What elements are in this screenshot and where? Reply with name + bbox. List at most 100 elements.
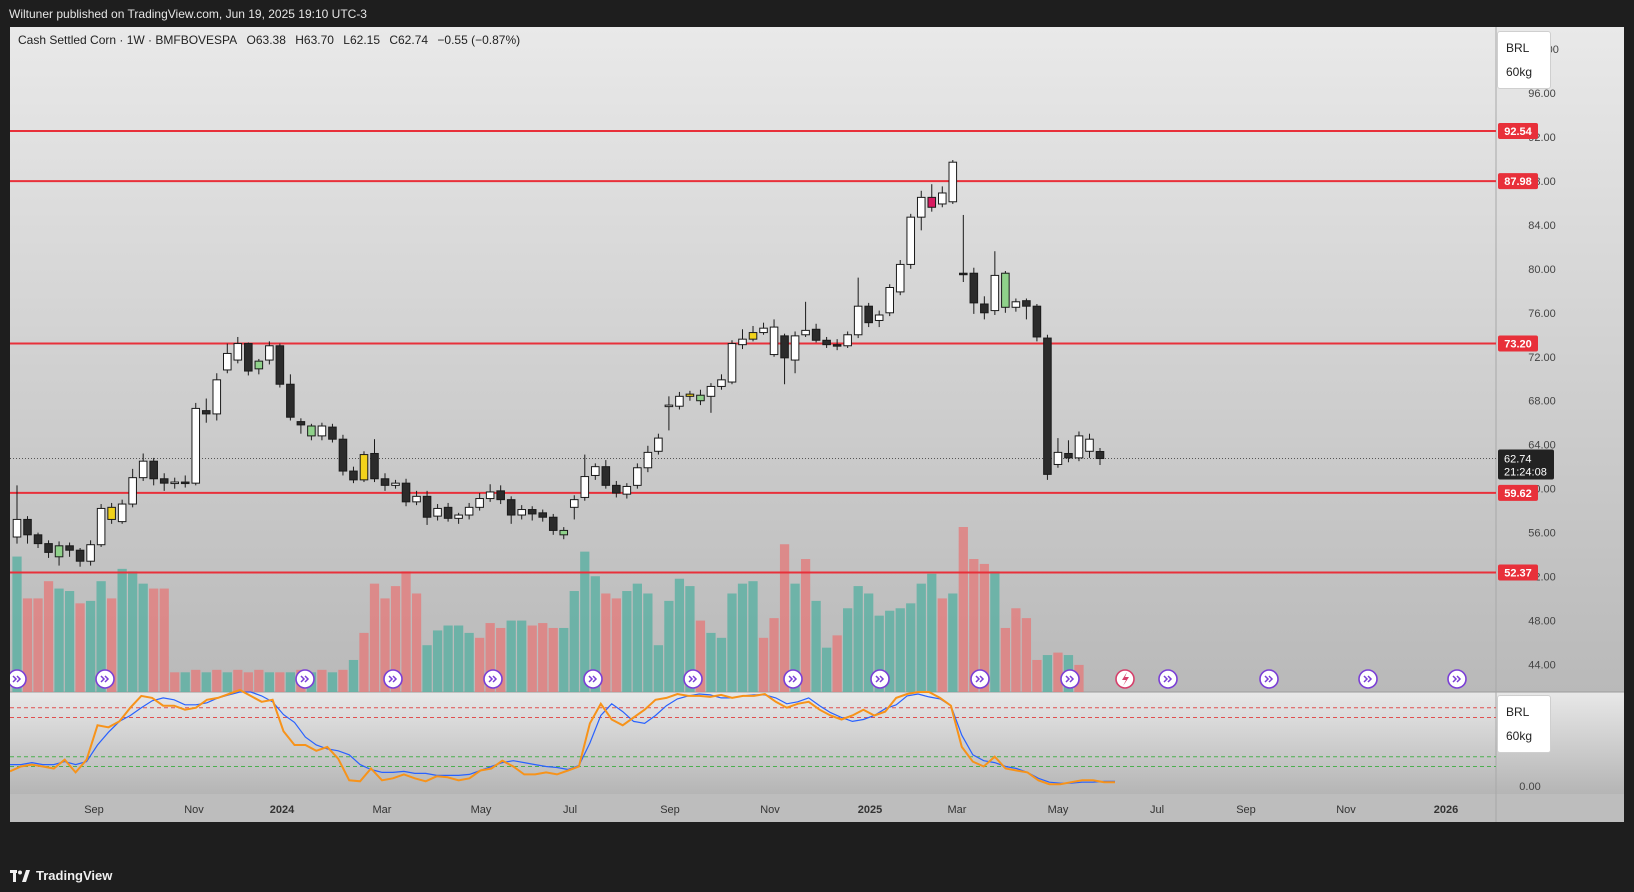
volume-bar: [506, 620, 516, 692]
candle-body: [559, 529, 569, 536]
price-tick-label: 44.00: [1528, 660, 1556, 672]
volume-bar: [727, 593, 737, 692]
time-tick-label: 2024: [270, 804, 295, 816]
event-marker-icon: [683, 669, 703, 689]
candle-body: [296, 421, 306, 426]
volume-bar: [475, 637, 485, 692]
chart-area[interactable]: 100.0096.0092.0088.0084.0080.0076.0072.0…: [7, 27, 1624, 857]
candle-body: [864, 305, 873, 324]
candle-body: [117, 503, 127, 523]
event-marker-icon: [970, 669, 990, 689]
volume-bar: [348, 659, 359, 692]
candle-body: [496, 490, 505, 501]
event-marker-icon: [870, 669, 890, 689]
volume-bar: [338, 669, 348, 692]
candle-body: [244, 343, 253, 372]
level-label: 52.37: [1504, 568, 1532, 580]
volume-bar: [33, 598, 43, 692]
legend-symbol: Cash Settled Corn · 1W · BMFBOVESPA: [18, 33, 238, 47]
volume-bar: [958, 527, 968, 692]
price-tick-label: 84.00: [1528, 220, 1556, 232]
candle-body: [948, 161, 958, 203]
volume-bar: [948, 593, 958, 692]
event-marker-icon: [1259, 669, 1279, 689]
volume-bar: [906, 603, 916, 692]
volume-bar: [874, 615, 884, 692]
candle-body: [738, 338, 747, 346]
candle-body: [380, 478, 390, 486]
volume-bar: [821, 647, 832, 692]
candle-body: [937, 192, 947, 205]
volume-bar: [327, 672, 338, 692]
volume-bar: [548, 627, 558, 692]
candle-body: [696, 394, 705, 402]
candle-body: [359, 454, 369, 481]
volume-bar: [411, 593, 422, 692]
dividend-lightning-icon: [1115, 669, 1135, 689]
candle-body: [906, 216, 916, 265]
time-tick-label: May: [1048, 804, 1069, 816]
volume-bar: [54, 588, 64, 692]
volume-bar: [706, 632, 716, 692]
candle-body: [422, 495, 432, 518]
candle-body: [811, 328, 821, 341]
candle-body: [895, 263, 905, 293]
level-label-box: [1498, 564, 1538, 581]
volume-bar: [885, 610, 895, 692]
price-unit-box[interactable]: BRL 60kg: [1497, 31, 1551, 89]
candle-body: [612, 484, 621, 494]
time-tick-label: Jul: [1150, 804, 1164, 816]
candle-body: [633, 467, 642, 486]
candle-body: [233, 343, 243, 361]
unit-label: 60kg: [1506, 65, 1533, 79]
price-tick-label: 48.00: [1528, 616, 1556, 628]
level-label: 87.98: [1504, 176, 1532, 188]
osc-unit-box[interactable]: BRL 60kg: [1497, 695, 1551, 753]
volume-bar: [254, 669, 264, 692]
candle-body: [832, 344, 842, 347]
event-marker-icon: [483, 669, 503, 689]
volume-bar: [243, 672, 253, 692]
candle-body: [65, 545, 74, 551]
symbol-legend: Cash Settled Corn · 1W · BMFBOVESPA O63.…: [18, 33, 526, 47]
candle-body: [927, 196, 937, 208]
tradingview-logo[interactable]: TradingView: [10, 868, 112, 883]
candle-body: [748, 332, 758, 340]
volume-bar: [695, 620, 706, 692]
volume-bar: [180, 672, 190, 692]
volume-bar: [149, 588, 159, 692]
candle-body: [654, 437, 663, 452]
candle-body: [1095, 451, 1105, 460]
candle-body: [443, 506, 453, 519]
volume-bar: [843, 608, 853, 692]
volume-bar: [716, 637, 727, 692]
volume-bar: [64, 591, 75, 692]
price-chart-svg[interactable]: 100.0096.0092.0088.0084.0080.0076.0072.0…: [7, 27, 1624, 857]
candle-body: [538, 512, 548, 518]
event-marker-icon: [783, 669, 803, 689]
candle-body: [454, 514, 463, 519]
currency-label: BRL: [1506, 41, 1530, 55]
event-marker-icon: [1060, 669, 1080, 689]
volume-bar: [75, 603, 85, 692]
candle-body: [1074, 435, 1084, 459]
volume-bar: [937, 598, 947, 692]
volume-bar: [622, 591, 632, 692]
candle-body: [727, 343, 737, 383]
volume-bar: [601, 593, 611, 692]
volume-bar: [359, 632, 369, 692]
volume-bar: [979, 563, 989, 692]
candle-body: [843, 334, 852, 347]
time-tick-label: Mar: [373, 804, 392, 816]
volume-bar: [464, 632, 474, 692]
candle-body: [643, 451, 653, 469]
candle-body: [338, 438, 348, 472]
event-marker-icon: [1158, 669, 1178, 689]
volume-bar: [800, 559, 811, 692]
legend-open: O63.38: [246, 33, 286, 47]
candle-body: [885, 287, 894, 314]
volume-bar: [12, 556, 22, 692]
event-marker-icon: [95, 669, 115, 689]
candle-body: [223, 352, 232, 371]
candle-body: [170, 481, 180, 485]
